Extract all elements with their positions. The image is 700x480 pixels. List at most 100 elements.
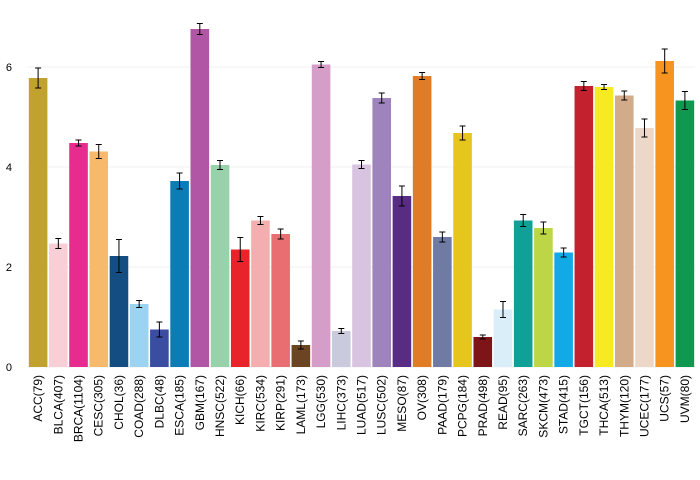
x-tick-label: KIRP(291) [274, 375, 288, 431]
bar [655, 61, 674, 367]
error-bar [156, 321, 163, 338]
bar [271, 234, 290, 367]
x-tick-label: THYM(120) [617, 375, 631, 437]
x-tick-label: SARC(263) [516, 375, 530, 436]
error-bar [257, 216, 264, 225]
bar [372, 98, 392, 367]
bar [433, 237, 452, 367]
x-tick-label: HNSC(522) [213, 375, 227, 437]
bar [89, 151, 109, 367]
x-tick-label: GBM(167) [193, 375, 207, 430]
error-bar [176, 172, 183, 190]
x-tick-label: CESC(305) [92, 375, 106, 436]
bar [392, 196, 412, 367]
bar [513, 220, 533, 367]
error-bar [398, 185, 405, 207]
error-bar [459, 125, 466, 141]
bar [554, 252, 573, 367]
x-tick-label: LGG(530) [314, 375, 328, 428]
x-tick-label: UCEC(177) [637, 375, 651, 437]
error-bar [277, 228, 284, 240]
error-bar [479, 334, 486, 340]
error-bar [378, 92, 385, 104]
x-tick-label: LAML(173) [294, 375, 308, 434]
bar [69, 143, 88, 367]
bar [574, 86, 594, 367]
bar [352, 164, 371, 367]
error-bar [520, 214, 527, 227]
x-tick-label: PAAD(179) [435, 375, 449, 435]
bar [190, 29, 210, 367]
bar [493, 309, 513, 367]
x-tick-label: SKCM(473) [536, 375, 550, 438]
error-bar [55, 238, 62, 249]
x-tick-label: DLBC(48) [152, 375, 166, 428]
bar [635, 128, 654, 367]
x-tick-label: LIHC(373) [334, 375, 348, 430]
bar [675, 100, 695, 367]
error-bar [196, 23, 203, 35]
error-bars [35, 23, 688, 350]
bar [210, 165, 230, 367]
error-bar [115, 239, 122, 273]
x-tick-label: KICH(66) [233, 375, 247, 425]
bar [230, 249, 250, 367]
error-bar [419, 72, 426, 80]
bar [49, 243, 68, 367]
x-tick-label: MESO(87) [395, 375, 409, 432]
bar [594, 87, 614, 367]
error-bar [661, 48, 668, 74]
bar [473, 337, 493, 367]
error-bar [95, 144, 102, 159]
error-bar [35, 67, 42, 89]
x-tick-label: PRAD(498) [476, 375, 490, 436]
error-bar [318, 61, 325, 68]
y-axis-ticks: 0 2 4 6 [6, 62, 12, 374]
x-tick-label: COAD(288) [132, 375, 146, 438]
bar [311, 64, 331, 367]
x-tick-label: BLCA(407) [51, 375, 65, 434]
bar [150, 329, 169, 367]
bars [28, 29, 695, 367]
x-tick-label: OV(308) [415, 375, 429, 420]
error-bar [217, 160, 224, 170]
x-tick-label: CHOL(36) [112, 375, 126, 430]
x-tick-label: LUSC(502) [375, 375, 389, 435]
x-tick-label: KIRC(534) [253, 375, 267, 432]
bar [129, 304, 149, 367]
x-tick-label: READ(95) [496, 375, 510, 430]
x-tick-label: UCS(57) [658, 375, 672, 422]
x-tick-label: STAD(415) [557, 375, 571, 434]
error-bar [681, 91, 688, 110]
bar [109, 256, 129, 367]
x-tick-label: PCPG(184) [456, 375, 470, 437]
bar [412, 76, 432, 367]
x-tick-label: THCA(513) [597, 375, 611, 436]
error-bar [499, 301, 506, 318]
bar [28, 78, 48, 367]
bar [170, 181, 189, 367]
x-tick-label: UVM(80) [678, 375, 692, 423]
bar [453, 133, 472, 367]
bar [331, 331, 351, 367]
error-bar [601, 84, 608, 90]
x-tick-label: BRCA(1104) [72, 375, 86, 442]
x-tick-label: LUAD(517) [355, 375, 369, 435]
bar [251, 220, 270, 367]
x-axis-labels: ACC(79) BLCA(407) BRCA(1104) CESC(305) CHOL(… [31, 375, 692, 442]
x-tick-label: ACC(79) [31, 375, 45, 422]
y-tick-label: 6 [6, 62, 12, 74]
y-tick-label: 4 [6, 162, 12, 174]
error-bar [621, 90, 628, 101]
error-bar [540, 221, 547, 235]
error-bar [439, 231, 446, 243]
y-tick-label: 2 [6, 262, 12, 274]
bar [291, 345, 311, 367]
error-bar [641, 118, 648, 138]
error-bar [136, 300, 143, 308]
error-bar [580, 81, 587, 91]
error-bar [560, 247, 567, 258]
error-bar [75, 139, 82, 147]
x-tick-label: TGCT(156) [577, 375, 591, 436]
